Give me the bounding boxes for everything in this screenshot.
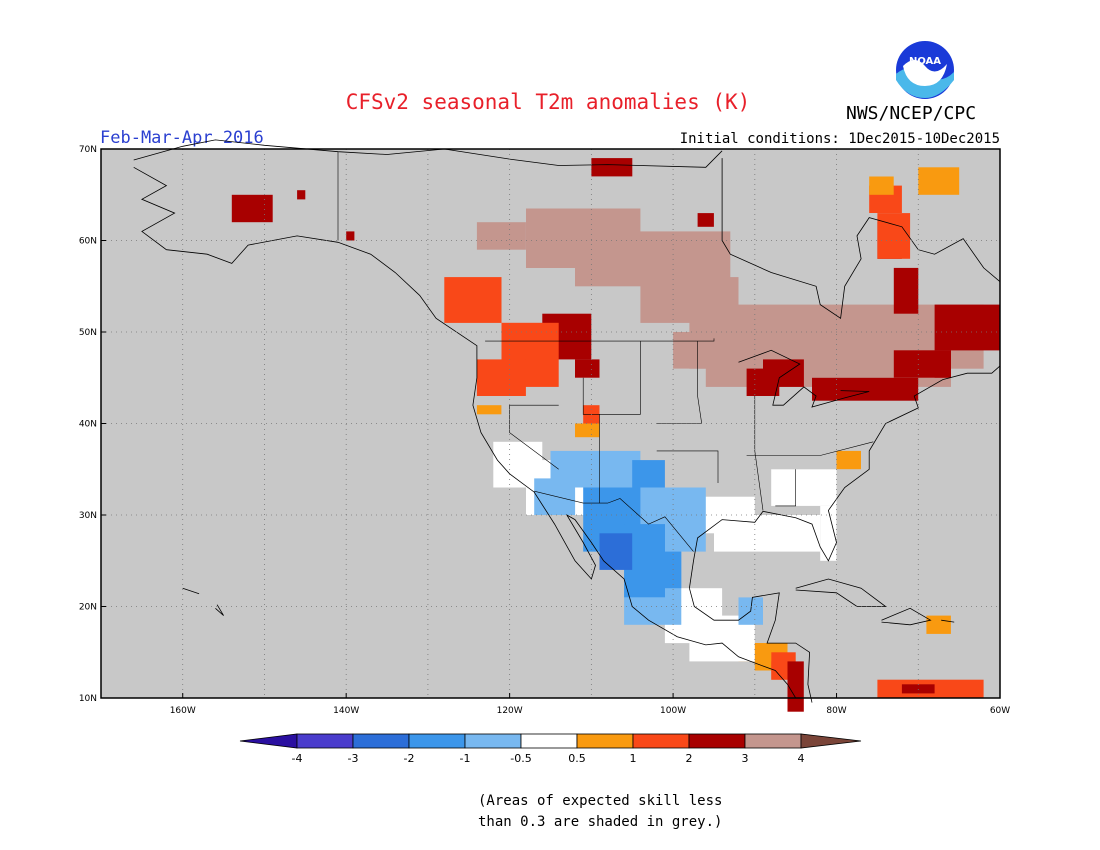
colorbar-label: -3 [348,752,359,765]
anomaly-cell [918,167,960,195]
anomaly-cell [673,332,706,369]
skill-footnote: (Areas of expected skill less than 0.3 a… [478,791,722,833]
coastline [689,365,1001,589]
coastline [133,166,797,699]
coastline [941,619,955,623]
anomaly-cell [297,190,306,200]
colorbar-label: -0.5 [510,752,531,765]
svg-text:NOAA: NOAA [909,56,941,67]
colorbar-swatch [464,733,522,749]
lon-tick-label: 80W [826,706,846,716]
anomaly-cell [231,194,273,223]
coastline [721,158,1001,319]
anomaly-cell [877,213,911,259]
colorbar-arrow-high [800,733,862,749]
anomaly-cell [591,158,633,177]
lat-tick-label: 30N [79,511,97,521]
anomaly-cell [476,222,526,250]
colorbar-swatch [632,733,690,749]
anomaly-cell [476,405,502,415]
political-border [656,341,703,424]
anomaly-cell [697,213,714,227]
anomaly-cell [836,450,861,470]
colorbar-label: 3 [742,752,749,765]
anomaly-cell [575,423,600,438]
lon-tick-label: 60W [990,706,1010,716]
colorbar-label: -2 [404,752,415,765]
anomaly-cell [771,469,837,506]
anomaly-cell [746,368,780,396]
lat-tick-label: 10N [79,694,97,704]
colorbar-label: -4 [292,752,303,765]
coastline [881,607,932,626]
anomaly-cell [575,359,600,378]
coastline [795,578,887,607]
colorbar-swatch [352,733,410,749]
lat-tick-label: 60N [79,237,97,247]
political-border [746,441,874,456]
lon-tick-label: 140W [333,706,359,716]
political-border [534,490,694,552]
colorbar-swatch [744,733,802,749]
colorbar-label: 1 [630,752,637,765]
political-border [656,450,719,483]
anomaly-cell [926,615,951,634]
lon-tick-label: 100W [660,706,686,716]
lat-tick-label: 50N [79,328,97,338]
colorbar-swatch [576,733,634,749]
anomaly-cell [869,176,894,195]
agency-label: NWS/NCEP/CPC [846,103,977,124]
political-border [775,469,796,507]
coastline [689,588,813,703]
colorbar-label: 2 [686,752,693,765]
anomaly-cell [820,505,837,561]
lat-tick-label: 40N [79,420,97,430]
colorbar-swatch [520,733,578,749]
political-border [485,338,715,342]
coastline [133,139,723,168]
anomaly-cell [476,359,526,396]
anomaly-cell [714,515,821,552]
forecast-period: Feb-Mar-Apr 2016 [100,128,264,148]
coastline [215,604,224,616]
colorbar-arrow-low [239,733,298,749]
footnote-line-2: than 0.3 are shaded in grey.) [478,814,723,830]
colorbar-swatch [408,733,466,749]
anomaly-cell [534,478,576,515]
footnote-line-1: (Areas of expected skill less [478,793,723,809]
color-legend: -4 -3 -2 -1 -0.5 0.5 1 2 3 4 [239,733,862,765]
anomaly-cell [632,460,665,488]
anomaly-cell [640,551,682,589]
coastline [738,349,870,408]
colorbar-label: -1 [460,752,471,765]
lat-tick-label: 20N [79,603,97,613]
anomaly-cell [901,684,935,694]
colorbar-label: 4 [798,752,805,765]
coastline [182,587,200,595]
lat-tick-label: 70N [79,145,97,155]
anomaly-cell [787,661,804,712]
colorbar-swatch [688,733,746,749]
noaa-logo: NOAA [896,41,954,99]
lon-tick-label: 120W [497,706,523,716]
lon-tick-label: 160W [170,706,196,716]
colorbar-label: 0.5 [568,752,586,765]
page-title: CFSv2 seasonal T2m anomalies (K) [345,90,751,114]
anomaly-cell [934,359,951,378]
anomaly-cell [346,231,355,241]
anomaly-cell [812,377,919,401]
political-border [582,341,641,415]
anomaly-cell [934,304,1000,351]
anomaly-cell [893,267,919,314]
initial-conditions: Initial conditions: 1Dec2015-10Dec2015 [679,131,1000,147]
anomaly-cell [444,277,502,323]
colorbar-swatch [296,733,354,749]
anomaly-cell [599,533,633,570]
political-border [509,404,559,470]
